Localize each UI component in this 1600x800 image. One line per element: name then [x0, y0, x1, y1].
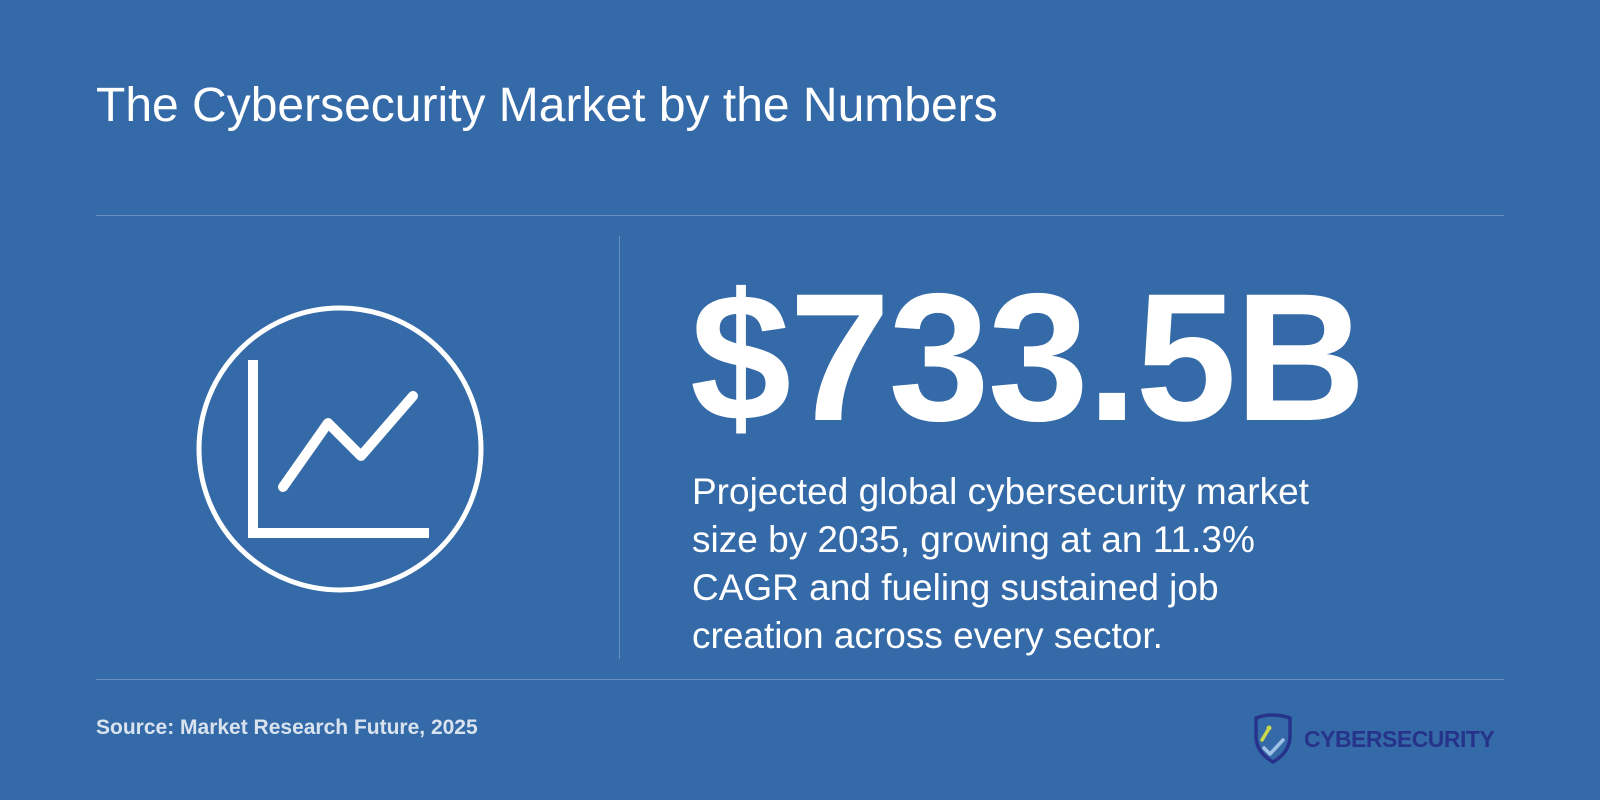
- source-citation: Source: Market Research Future, 2025: [96, 716, 478, 739]
- vertical-divider: [619, 236, 620, 659]
- brand-name: CYBERSECURITY: [1304, 725, 1495, 752]
- page-title: The Cybersecurity Market by the Numbers: [96, 79, 998, 132]
- market-size-value: $733.5B: [690, 255, 1366, 459]
- shield-icon: [1254, 713, 1292, 765]
- bottom-divider: [96, 679, 1504, 680]
- top-divider: [96, 215, 1504, 216]
- market-size-description: Projected global cybersecurity market si…: [692, 471, 1309, 656]
- brand-logo: CYBERSECURITY: [1250, 712, 1495, 766]
- line-chart-icon: [196, 305, 484, 593]
